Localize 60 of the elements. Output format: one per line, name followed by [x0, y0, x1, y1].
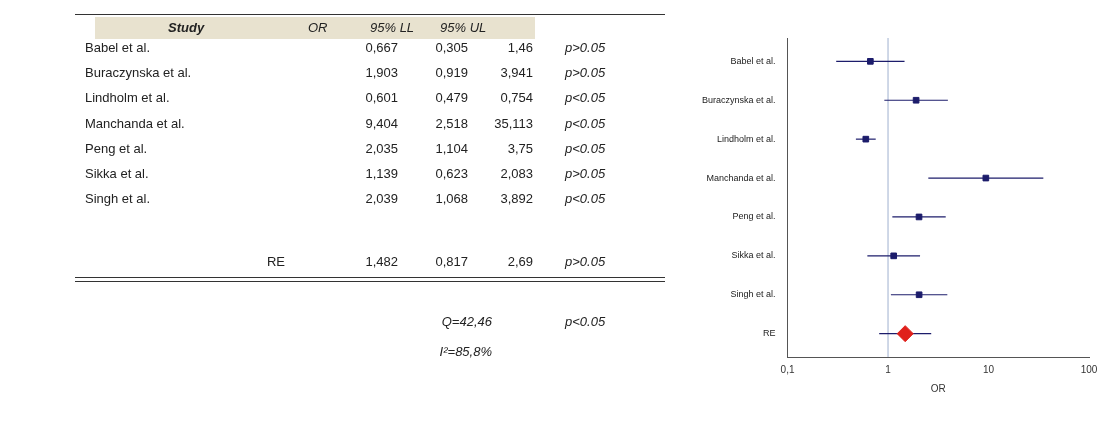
text: p<0.05	[565, 191, 606, 208]
y-tick-label: Manchanda et al.	[706, 172, 776, 183]
text: p>0.05	[565, 254, 606, 270]
data-label: 2,083	[500, 166, 533, 182]
text: p<0.05	[565, 115, 606, 132]
text: Study	[168, 20, 205, 36]
category-label: RE	[266, 254, 285, 270]
data-label: 3,892	[500, 191, 533, 208]
category-label: Manchanda et al.	[85, 115, 185, 132]
x-tick-label: 100	[1080, 363, 1098, 375]
text: p>0.05	[565, 65, 606, 82]
text: 95% UL	[440, 20, 487, 36]
data-label: 35,113	[494, 115, 533, 132]
data-label: 2,039	[365, 191, 398, 208]
data-label: 9,404	[365, 115, 398, 132]
category-label: Lindholm et al.	[85, 90, 170, 107]
text: p>0.05	[565, 40, 606, 56]
y-tick-label: RE	[763, 328, 776, 339]
x-tick-label: 1	[885, 363, 892, 375]
data-label: 0,754	[500, 90, 533, 107]
text: p<0.05	[565, 90, 606, 107]
category-label: Singh et al.	[85, 191, 151, 208]
y-tick-label: Sikka et al.	[731, 250, 776, 261]
y-tick-label: Babel et al.	[730, 55, 776, 66]
data-label: 0,479	[435, 90, 468, 107]
data-label: 0,305	[435, 40, 468, 56]
y-tick-label: Buraczynska et al.	[701, 94, 776, 105]
data-label: 2,69	[507, 254, 533, 270]
data-label: 0,919	[435, 65, 468, 82]
data-label: 3,75	[507, 140, 533, 157]
text: OR	[308, 20, 328, 36]
data-label: 2,518	[435, 115, 468, 132]
text: p<0.05	[565, 140, 606, 157]
x-tick-label: 10	[982, 363, 995, 375]
data-label: 1,068	[435, 191, 468, 208]
category-label: Peng et al.	[85, 140, 148, 157]
y-tick-label: Lindholm et al.	[716, 133, 776, 144]
text: p>0.05	[565, 166, 606, 182]
category-label: Sikka et al.	[85, 166, 149, 182]
text: I²=85,8%	[439, 344, 492, 360]
data-label: 3,941	[500, 65, 533, 82]
data-label: 1,903	[365, 65, 398, 82]
category-label: Babel et al.	[85, 40, 151, 56]
data-label: 1,482	[365, 254, 398, 270]
data-label: 2,035	[365, 140, 398, 157]
data-label: 1,46	[507, 40, 533, 56]
x-axis-title: OR	[930, 382, 946, 394]
y-tick-label: Singh et al.	[730, 289, 776, 300]
x-tick-label: 0,1	[780, 363, 795, 375]
text: 95% LL	[370, 20, 415, 36]
y-tick-label: Peng et al.	[732, 211, 776, 222]
data-label: 1,139	[365, 166, 398, 182]
category-label: Buraczynska et al.	[85, 65, 192, 82]
data-label: 0,667	[365, 40, 398, 56]
data-label: 0,623	[435, 166, 468, 182]
text: p<0.05	[565, 314, 606, 330]
data-label: 1,104	[435, 140, 468, 157]
text: Q=42,46	[441, 314, 492, 330]
data-label: 0,817	[435, 254, 468, 270]
data-label: 0,601	[365, 90, 398, 107]
